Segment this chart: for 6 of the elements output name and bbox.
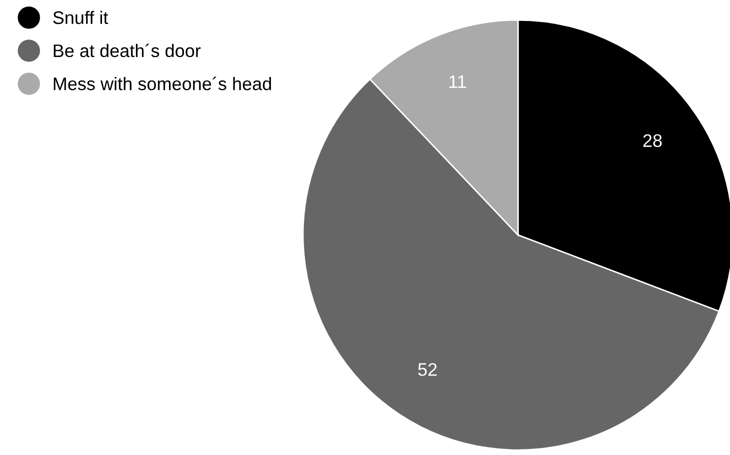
data-label: 28 — [643, 134, 662, 148]
data-label: 11 — [449, 75, 466, 88]
data-label: 52 — [418, 363, 437, 376]
legend-label: Mess with someone´s head — [54, 76, 271, 90]
legend-label: Be at death´s door — [54, 44, 201, 58]
legend-label: Snuff it — [53, 10, 108, 24]
